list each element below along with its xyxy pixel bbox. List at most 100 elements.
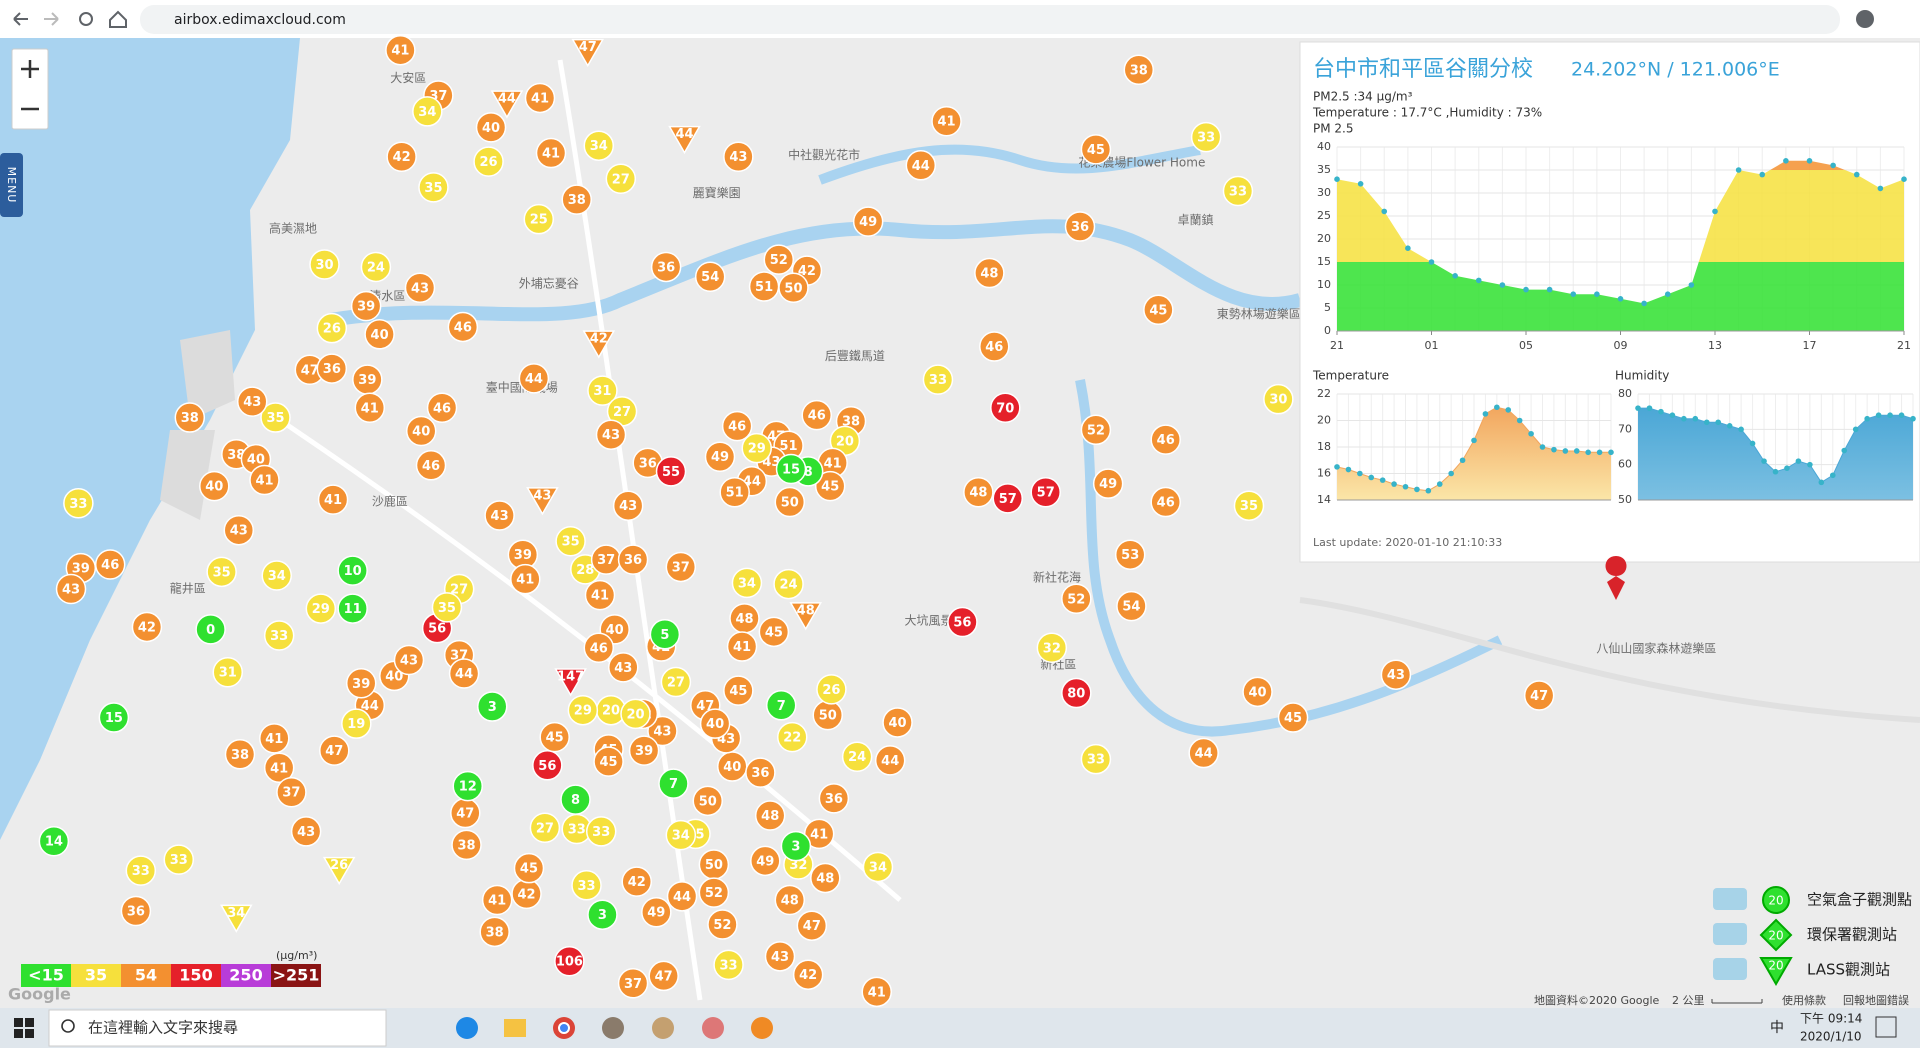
airbox-marker[interactable] — [513, 852, 545, 884]
airbox-marker[interactable] — [426, 392, 458, 424]
airbox-marker[interactable] — [1080, 414, 1112, 446]
airbox-marker[interactable] — [319, 735, 350, 766]
airbox-marker[interactable] — [587, 899, 618, 930]
airbox-marker[interactable] — [723, 141, 754, 172]
clock-time[interactable]: 下午 09:14 — [1800, 1012, 1862, 1026]
airbox-marker[interactable] — [641, 896, 672, 928]
airbox-marker[interactable] — [595, 419, 627, 450]
ime-indicator[interactable]: 中 — [1770, 1020, 1784, 1036]
airbox-marker[interactable] — [236, 386, 268, 417]
app-icon[interactable] — [602, 1017, 624, 1039]
airbox-marker[interactable] — [199, 470, 230, 502]
airbox-marker[interactable] — [1150, 424, 1181, 455]
airbox-marker[interactable] — [1222, 175, 1254, 207]
airbox-marker[interactable] — [223, 514, 255, 546]
airbox-marker[interactable] — [1114, 539, 1146, 570]
station-marker[interactable] — [571, 38, 605, 68]
airbox-marker[interactable] — [337, 555, 368, 586]
station-marker[interactable] — [668, 125, 701, 155]
airbox-marker[interactable] — [764, 941, 796, 972]
airbox-marker[interactable] — [1523, 680, 1555, 711]
airbox-marker[interactable] — [38, 825, 70, 857]
airbox-marker[interactable] — [852, 206, 884, 237]
airbox-marker[interactable] — [699, 708, 731, 739]
airbox-marker[interactable] — [882, 707, 913, 738]
airbox-marker[interactable] — [583, 130, 615, 161]
airbox-marker[interactable] — [263, 752, 295, 784]
airbox-marker[interactable] — [98, 702, 130, 733]
airbox-marker[interactable] — [665, 819, 697, 851]
airbox-marker[interactable] — [763, 244, 795, 275]
airbox-marker[interactable] — [778, 272, 809, 304]
airbox-marker[interactable] — [249, 464, 280, 496]
airbox-marker[interactable] — [55, 573, 87, 605]
menu-tab[interactable] — [0, 153, 23, 217]
airbox-marker[interactable] — [518, 363, 550, 394]
airbox-marker[interactable] — [360, 251, 392, 283]
station-marker[interactable] — [220, 904, 253, 933]
airbox-marker[interactable] — [341, 708, 372, 739]
app-icon[interactable] — [652, 1017, 674, 1039]
airbox-marker[interactable] — [704, 441, 736, 472]
airbox-marker[interactable] — [658, 768, 689, 799]
location-pin[interactable] — [1605, 556, 1627, 600]
airbox-marker[interactable] — [316, 312, 348, 344]
airbox-marker[interactable] — [874, 745, 906, 776]
station-marker[interactable] — [526, 487, 559, 516]
airbox-marker[interactable] — [125, 855, 157, 886]
terms-link[interactable]: 使用條款 — [1782, 993, 1826, 1007]
airbox-marker[interactable] — [650, 251, 682, 283]
airbox-marker[interactable] — [617, 544, 649, 575]
airbox-marker[interactable] — [810, 862, 841, 894]
airbox-marker[interactable] — [741, 432, 772, 464]
airbox-marker[interactable] — [593, 746, 624, 777]
airbox-marker[interactable] — [447, 311, 479, 343]
airbox-marker[interactable] — [792, 959, 824, 990]
airbox-marker[interactable] — [922, 364, 954, 395]
station-marker[interactable] — [582, 330, 616, 359]
airbox-marker[interactable] — [774, 486, 806, 518]
clock-date[interactable]: 2020/1/10 — [1800, 1030, 1862, 1044]
airbox-marker[interactable] — [974, 257, 1005, 289]
forward-button[interactable] — [44, 12, 59, 26]
airbox-marker[interactable] — [316, 353, 348, 384]
airbox-marker[interactable] — [473, 146, 504, 177]
airbox-marker[interactable] — [814, 470, 846, 502]
airbox-marker[interactable] — [305, 593, 337, 624]
station-marker[interactable] — [490, 90, 524, 119]
airbox-marker[interactable] — [1116, 590, 1147, 622]
airbox-marker[interactable] — [990, 392, 1021, 424]
airbox-marker[interactable] — [476, 691, 508, 722]
start-button[interactable] — [14, 1018, 34, 1038]
airbox-marker[interactable] — [224, 739, 256, 770]
airbox-marker[interactable] — [481, 884, 513, 916]
airbox-marker[interactable] — [707, 909, 738, 940]
airbox-marker[interactable] — [862, 851, 894, 883]
airbox-marker[interactable] — [774, 884, 806, 916]
airbox-marker[interactable] — [979, 331, 1010, 362]
airbox-marker[interactable] — [206, 556, 237, 588]
airbox-marker[interactable] — [259, 723, 290, 754]
airbox-marker[interactable] — [816, 674, 847, 705]
explorer-icon[interactable] — [504, 1019, 526, 1037]
airbox-marker[interactable] — [475, 112, 507, 143]
airbox-marker[interactable] — [385, 34, 416, 66]
airbox-marker[interactable] — [723, 675, 754, 706]
airbox-marker[interactable] — [484, 500, 515, 531]
airbox-marker[interactable] — [337, 593, 368, 624]
airbox-marker[interactable] — [692, 785, 724, 817]
airbox-marker[interactable] — [567, 694, 599, 726]
airbox-marker[interactable] — [612, 490, 644, 521]
station-marker[interactable] — [554, 668, 587, 697]
airbox-marker[interactable] — [698, 877, 730, 908]
airbox-marker[interactable] — [535, 137, 567, 169]
airbox-marker[interactable] — [1242, 676, 1273, 708]
airbox-marker[interactable] — [571, 870, 602, 901]
airbox-marker[interactable] — [524, 82, 556, 114]
airbox-marker[interactable] — [1380, 659, 1412, 690]
airbox-marker[interactable] — [276, 776, 307, 808]
airbox-marker[interactable] — [412, 96, 443, 127]
airbox-marker[interactable] — [992, 483, 1024, 514]
airbox-marker[interactable] — [309, 249, 340, 280]
airbox-marker[interactable] — [532, 750, 563, 781]
